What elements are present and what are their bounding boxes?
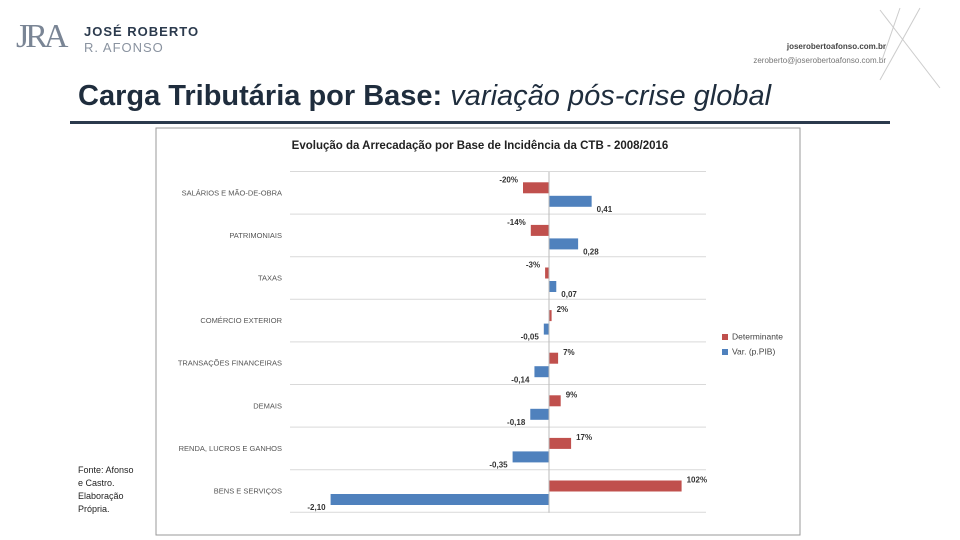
title-main: Carga Tributária por Base: [78, 80, 443, 112]
bar [549, 195, 592, 207]
bar [549, 395, 561, 407]
category-label: TRANSAÇÕES FINANCEIRAS [178, 359, 282, 368]
value-label: -14% [507, 218, 526, 227]
value-label: 17% [576, 433, 592, 442]
website: joserobertoafonso.com.br [786, 42, 886, 51]
bar [543, 323, 549, 335]
value-label: -0,14 [511, 375, 530, 384]
value-label: -0,35 [489, 461, 508, 470]
value-label: -3% [526, 261, 540, 270]
value-label: 7% [563, 348, 575, 357]
value-label: -20% [499, 175, 518, 184]
value-label: 0,28 [583, 248, 599, 257]
legend-swatch [722, 349, 728, 355]
value-label: -2,10 [307, 503, 326, 512]
logo-name: JOSÉ ROBERTO [84, 24, 200, 39]
legend-swatch [722, 334, 728, 340]
legend-label: Var. (p.PIB) [732, 346, 775, 356]
value-label: -0,18 [507, 418, 526, 427]
bar [549, 238, 579, 250]
chart-frame [155, 127, 801, 536]
deco-line [879, 9, 941, 89]
category-label: TAXAS [258, 273, 282, 282]
category-label: RENDA, LUCROS E GANHOS [179, 444, 282, 453]
bar [530, 408, 549, 420]
deco-line [879, 7, 921, 81]
bar [545, 267, 549, 279]
logo-mark: JRA [16, 18, 69, 55]
deco-line [881, 7, 901, 61]
chart-title: Evolução da Arrecadação por Base de Inci… [292, 140, 669, 152]
category-label: COMÉRCIO EXTERIOR [200, 316, 282, 325]
bar [549, 310, 552, 322]
bar [549, 437, 572, 449]
bar [523, 182, 549, 194]
value-label: 9% [566, 390, 578, 399]
bar [530, 224, 549, 236]
email: zeroberto@joserobertoafonso.com.br [753, 56, 886, 65]
bar [512, 451, 549, 463]
value-label: 0,41 [597, 205, 613, 214]
footnote: Fonte: Afonso e Castro. Elaboração Própr… [78, 465, 134, 514]
category-label: DEMAIS [253, 401, 282, 410]
logo-surname: R. AFONSO [84, 40, 164, 55]
value-label: 0,07 [561, 290, 577, 299]
bar [549, 281, 557, 292]
bar [330, 494, 549, 505]
legend-label: Determinante [732, 331, 783, 341]
bar [534, 366, 549, 378]
title-rule [70, 121, 890, 124]
category-label: BENS E SERVIÇOS [214, 486, 282, 495]
title-emphasis: variação pós-crise global [450, 80, 772, 112]
category-label: SALÁRIOS E MÃO-DE-OBRA [182, 188, 282, 197]
category-label: PATRIMONIAIS [229, 231, 282, 240]
slide-title: Carga Tributária por Base: variação pós-… [78, 80, 771, 113]
bar [549, 352, 559, 364]
bar [549, 480, 682, 492]
value-label: -0,05 [521, 333, 540, 342]
value-label: 102% [687, 476, 707, 485]
value-label: 2% [557, 305, 569, 314]
